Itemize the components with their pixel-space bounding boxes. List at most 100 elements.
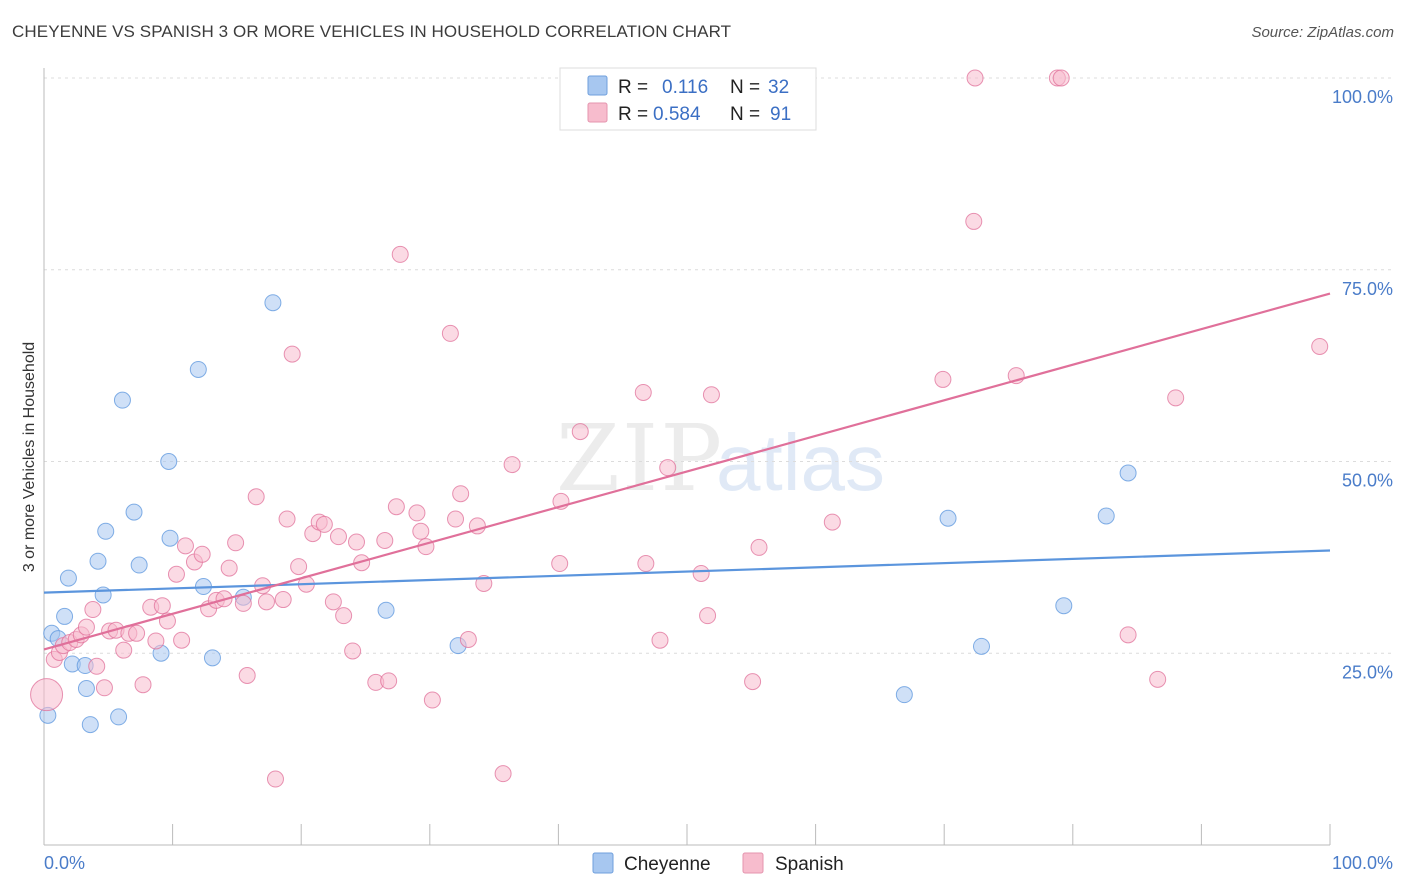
- spanish-point-86: [1052, 69, 1070, 87]
- y-tick-label-2: 75.0%: [1342, 279, 1393, 299]
- spanish-point-9: [88, 657, 106, 675]
- series-legend: Cheyenne Spanish: [592, 852, 844, 875]
- spanish-point-66: [494, 765, 512, 783]
- spanish-point-39: [283, 345, 301, 363]
- spanish-point-19: [153, 597, 171, 615]
- cheyenne-n-value: 32: [768, 77, 789, 98]
- cheyenne-point-24: [377, 601, 395, 619]
- spanish-point-0: [30, 678, 64, 712]
- spanish-point-10: [95, 679, 113, 697]
- y-tick-label-0: 25.0%: [1342, 662, 1393, 682]
- spanish-r-value: 0.584: [653, 104, 701, 125]
- cheyenne-point-14: [125, 503, 143, 521]
- cheyenne-point-17: [160, 453, 178, 470]
- spanish-point-89: [1167, 389, 1185, 407]
- spanish-point-53: [380, 672, 398, 690]
- spanish-point-75: [692, 564, 710, 582]
- cheyenne-point-12: [110, 708, 128, 726]
- spanish-point-62: [452, 485, 470, 503]
- chart-title: CHEYENNE VS SPANISH 3 OR MORE VEHICLES I…: [12, 22, 732, 41]
- cheyenne-point-11: [97, 522, 115, 540]
- cheyenne-r-label: R =: [618, 77, 648, 98]
- spanish-point-56: [408, 504, 426, 522]
- spanish-point-23: [176, 537, 194, 555]
- x-tick-labels: 0.0% 100.0%: [44, 853, 1393, 873]
- spanish-r-label: R =: [618, 104, 648, 125]
- spanish-point-72: [637, 555, 655, 573]
- spanish-point-70: [571, 423, 589, 441]
- spanish-point-82: [965, 212, 983, 230]
- spanish-point-88: [1149, 670, 1167, 688]
- cheyenne-point-29: [1055, 597, 1073, 615]
- cheyenne-bottom-label: Cheyenne: [624, 854, 711, 875]
- spanish-point-32: [238, 666, 256, 684]
- spanish-point-15: [128, 624, 146, 642]
- spanish-point-36: [266, 770, 284, 788]
- x-tick-label-0: 0.0%: [44, 853, 85, 873]
- cheyenne-point-23: [264, 294, 282, 312]
- cheyenne-point-26: [895, 686, 913, 704]
- spanish-legend-swatch: [587, 102, 608, 123]
- spanish-bottom-swatch: [742, 852, 764, 874]
- x-tick-label-1: 100.0%: [1332, 853, 1393, 873]
- spanish-point-52: [376, 532, 394, 550]
- spanish-point-49: [347, 533, 365, 551]
- watermark-zip: ZIP: [556, 405, 724, 512]
- cheyenne-point-3: [56, 607, 74, 625]
- cheyenne-bottom-swatch: [592, 852, 614, 874]
- spanish-point-63: [459, 630, 477, 648]
- spanish-n-label: N =: [730, 104, 760, 125]
- cheyenne-point-9: [89, 552, 107, 570]
- spanish-bottom-label: Spanish: [775, 854, 844, 875]
- spanish-point-37: [274, 591, 292, 609]
- spanish-point-29: [220, 559, 238, 577]
- spanish-point-45: [324, 593, 342, 611]
- spanish-point-76: [699, 607, 717, 625]
- spanish-point-30: [227, 534, 245, 552]
- spanish-point-18: [147, 632, 165, 650]
- spanish-point-80: [823, 513, 841, 531]
- spanish-point-54: [387, 498, 405, 516]
- spanish-trend-line: [43, 292, 1331, 651]
- spanish-point-79: [750, 538, 768, 556]
- spanish-point-38: [278, 510, 296, 528]
- cheyenne-point-28: [972, 637, 990, 655]
- spanish-point-61: [447, 510, 465, 528]
- spanish-point-68: [551, 555, 569, 573]
- y-tick-label-3: 100.0%: [1332, 87, 1393, 107]
- cheyenne-point-18: [161, 529, 179, 547]
- spanish-point-33: [247, 488, 265, 506]
- spanish-point-87: [1119, 626, 1137, 644]
- spanish-point-78: [744, 673, 762, 691]
- cheyenne-point-13: [113, 391, 131, 409]
- spanish-point-67: [503, 456, 521, 474]
- cheyenne-point-15: [130, 556, 148, 574]
- spanish-point-83: [966, 69, 984, 87]
- watermark-atlas: atlas: [716, 418, 885, 507]
- spanish-point-90: [1311, 337, 1329, 355]
- spanish-point-44: [315, 515, 333, 533]
- spanish-point-21: [167, 565, 185, 583]
- gridlines: [44, 77, 1395, 654]
- spanish-point-57: [412, 522, 430, 540]
- spanish-point-40: [290, 558, 308, 576]
- spanish-point-55: [391, 245, 409, 263]
- y-tick-labels: 25.0% 50.0% 75.0% 100.0%: [1332, 87, 1393, 682]
- cheyenne-point-27: [939, 509, 957, 527]
- cheyenne-trend-line: [43, 549, 1331, 594]
- spanish-point-71: [634, 383, 652, 401]
- cheyenne-point-7: [77, 680, 95, 698]
- watermark: ZIP atlas: [556, 405, 885, 512]
- spanish-point-16: [134, 676, 152, 694]
- spanish-point-8: [84, 601, 102, 619]
- trend-lines: [43, 292, 1331, 651]
- spanish-n-value: 91: [770, 104, 791, 125]
- spanish-point-59: [423, 691, 441, 709]
- spanish-point-73: [651, 631, 669, 649]
- cheyenne-point-30: [1097, 507, 1115, 525]
- spanish-point-22: [173, 631, 191, 649]
- cheyenne-point-19: [189, 360, 207, 378]
- cheyenne-point-4: [59, 569, 77, 587]
- spanish-point-31: [234, 594, 252, 612]
- spanish-point-60: [441, 324, 459, 342]
